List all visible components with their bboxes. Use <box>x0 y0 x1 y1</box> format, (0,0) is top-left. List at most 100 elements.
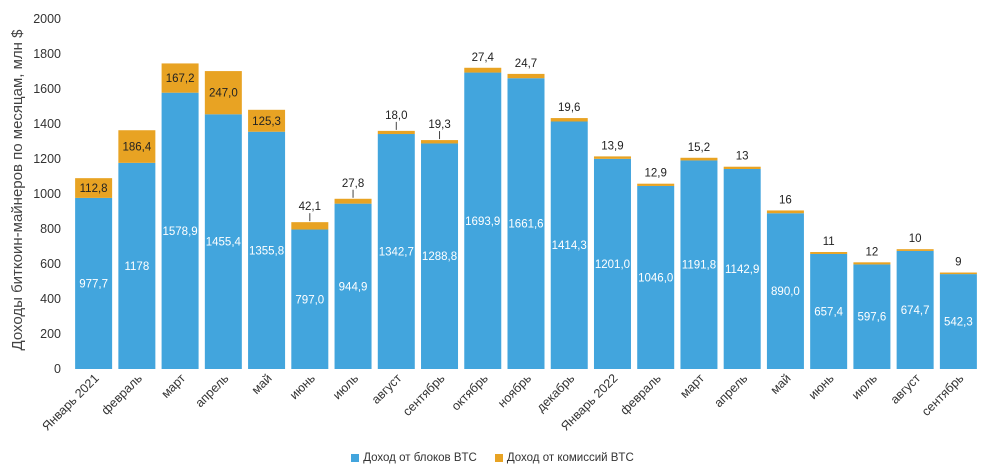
bar-blocks <box>421 143 459 369</box>
fee-value-label: 9 <box>955 257 961 269</box>
bar-blocks <box>766 213 804 369</box>
fee-value-label: 24,7 <box>515 58 537 70</box>
fee-value-label: 186,4 <box>122 142 151 154</box>
x-tick-label: сентябрь <box>400 371 448 419</box>
y-tick-label: 600 <box>40 257 61 271</box>
bar-blocks <box>291 229 329 369</box>
bar-fees <box>766 210 804 214</box>
bar-fees <box>161 63 199 93</box>
fee-value-label: 10 <box>909 233 922 245</box>
fee-value-label: 15,2 <box>688 142 710 154</box>
y-axis-label: Доходы биткоин-майнеров по месяцам, млн … <box>9 29 26 351</box>
bar-blocks <box>853 264 891 369</box>
bar-blocks <box>550 121 588 369</box>
block-value-label: 1578,9 <box>163 226 198 238</box>
x-tick-label: сентябрь <box>919 371 967 419</box>
fee-value-label: 19,6 <box>558 102 580 114</box>
x-tick-label: август <box>888 371 924 407</box>
bar-blocks <box>810 253 848 369</box>
bar-blocks <box>507 78 545 369</box>
bar-fees <box>464 67 502 73</box>
y-tick-label: 1000 <box>33 187 61 201</box>
x-tick-label: август <box>369 371 405 407</box>
y-tick-label: 400 <box>40 292 61 306</box>
x-tick-label: октябрь <box>449 371 491 413</box>
bar-blocks <box>593 158 631 369</box>
x-tick-label: июнь <box>806 371 837 402</box>
bar-fees <box>75 178 113 198</box>
bars-group: 977,7 112,8 1178 186,4 1578,9 167,2 1455,4 247,… <box>75 52 977 370</box>
x-tick-label: март <box>677 371 707 401</box>
bar-blocks <box>723 168 761 369</box>
fee-value-label: 18,0 <box>385 110 407 122</box>
bar-fees <box>896 249 934 251</box>
x-tick-label: декабрь <box>534 371 578 415</box>
legend-item-blocks: Доход от блоков BTC <box>351 452 477 464</box>
block-value-label: 797,0 <box>295 294 324 306</box>
bar-blocks <box>939 274 977 369</box>
bar-fees <box>377 130 415 135</box>
x-tick-label: апрель <box>711 371 750 410</box>
legend: Доход от блоков BTC Доход от комиссий BT… <box>0 452 985 464</box>
bar-blocks <box>896 250 934 369</box>
y-tick-label: 1200 <box>33 152 61 166</box>
bar-fees <box>853 262 891 265</box>
bar-blocks <box>377 134 415 369</box>
bar-blocks <box>248 131 286 369</box>
block-value-label: 1455,4 <box>206 237 242 249</box>
legend-label-fees: Доход от комиссий BTC <box>506 452 634 464</box>
block-value-label: 890,0 <box>771 286 800 298</box>
fee-value-label: 13 <box>736 151 749 163</box>
y-tick-label: 1600 <box>33 82 61 96</box>
bar-fees <box>118 130 156 163</box>
x-tick-label: июнь <box>287 371 318 402</box>
bar-blocks <box>161 92 199 369</box>
bar-fees <box>939 272 977 275</box>
bar-fees <box>810 252 848 254</box>
bar-blocks <box>334 203 372 369</box>
fee-value-label: 19,3 <box>428 119 450 131</box>
block-value-label: 1693,9 <box>465 216 500 228</box>
fee-value-label: 112,8 <box>80 183 108 195</box>
fee-value-label: 11 <box>823 236 835 248</box>
bar-blocks <box>75 197 113 369</box>
fee-value-label: 12 <box>866 246 879 258</box>
fee-value-label: 13,9 <box>601 140 623 152</box>
fee-value-label: 27,4 <box>472 52 495 64</box>
fee-value-label: 125,3 <box>252 116 281 128</box>
y-tick-label: 800 <box>40 222 61 236</box>
block-value-label: 1178 <box>124 261 149 273</box>
x-tick-label: июль <box>330 371 361 402</box>
y-tick-label: 200 <box>40 327 61 341</box>
x-tick-label: Январь 2021 <box>39 371 101 433</box>
block-value-label: 1201,0 <box>595 259 630 271</box>
y-tick-label: 2000 <box>33 12 61 26</box>
x-tick-label: апрель <box>193 371 232 410</box>
block-value-label: 977,7 <box>79 278 108 290</box>
x-tick-label: февраль <box>99 371 145 417</box>
bar-fees <box>334 198 372 204</box>
block-value-label: 674,7 <box>901 305 930 317</box>
fee-value-label: 247,0 <box>209 88 238 100</box>
x-tick-label: ноябрь <box>495 371 534 410</box>
legend-swatch-fees <box>494 454 503 462</box>
block-value-label: 1661,6 <box>508 219 543 231</box>
x-tick-label: февраль <box>617 371 663 417</box>
block-value-label: 542,3 <box>944 317 973 329</box>
bar-fees <box>204 71 242 115</box>
block-value-label: 597,6 <box>858 312 887 324</box>
bar-fees <box>291 222 329 230</box>
x-tick-label: май <box>249 371 275 397</box>
block-value-label: 657,4 <box>814 306 843 318</box>
legend-swatch-blocks <box>351 454 360 462</box>
legend-item-fees: Доход от комиссий BTC <box>494 452 634 464</box>
fee-value-label: 12,9 <box>645 168 667 180</box>
block-value-label: 1288,8 <box>422 251 457 263</box>
x-tick-label: июль <box>849 371 880 402</box>
block-value-label: 1191,8 <box>682 260 716 272</box>
block-value-label: 1046,0 <box>638 272 673 284</box>
fee-value-label: 167,2 <box>166 73 195 85</box>
y-tick-label: 1400 <box>33 117 61 131</box>
block-value-label: 944,9 <box>339 281 368 293</box>
